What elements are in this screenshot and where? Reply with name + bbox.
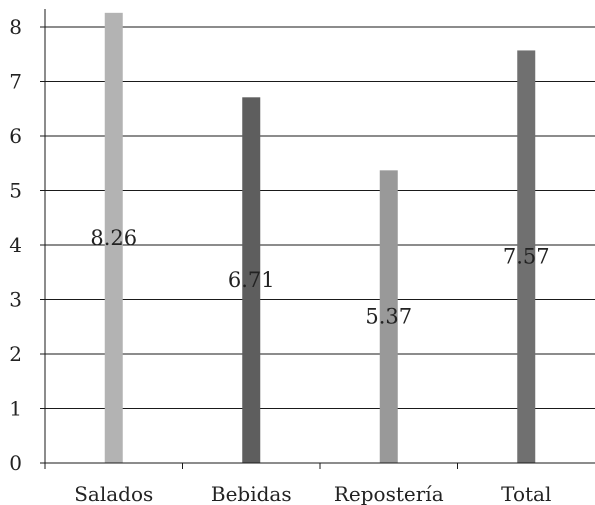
y-tick-label-2: 2 (9, 342, 22, 366)
bar-repostería (379, 170, 398, 463)
x-tick-label-bebidas: Bebidas (211, 482, 292, 505)
data-label-total: 7.57 (503, 245, 550, 269)
data-labels: 8.26 6.71 5.37 7.57 (90, 226, 549, 329)
data-label-bebidas: 6.71 (228, 268, 275, 292)
y-axis-ticks: 0 1 2 3 4 5 6 7 8 (9, 9, 46, 475)
y-tick-label-1: 1 (9, 397, 22, 421)
y-tick-label-4: 4 (9, 233, 22, 257)
bar-total (517, 50, 536, 464)
bar-salados (104, 12, 123, 464)
data-label-repostería: 5.37 (365, 305, 412, 329)
x-tick-label-salados: Salados (74, 482, 153, 505)
data-label-salados: 8.26 (90, 226, 137, 250)
y-tick-label-3: 3 (9, 288, 22, 312)
y-tick-label-0: 0 (9, 451, 22, 475)
y-tick-label-8: 8 (9, 15, 22, 39)
y-tick-label-5: 5 (9, 179, 22, 203)
bar-bebidas (242, 97, 261, 464)
x-axis: Salados Bebidas Repostería Total (44, 462, 595, 505)
x-tick-label-total: Total (501, 482, 551, 505)
x-tick-label-repostería: Repostería (334, 482, 444, 505)
bars (104, 12, 536, 464)
y-tick-label-7: 7 (9, 70, 22, 94)
grid-lines (45, 26, 595, 409)
y-tick-label-6: 6 (9, 124, 22, 148)
